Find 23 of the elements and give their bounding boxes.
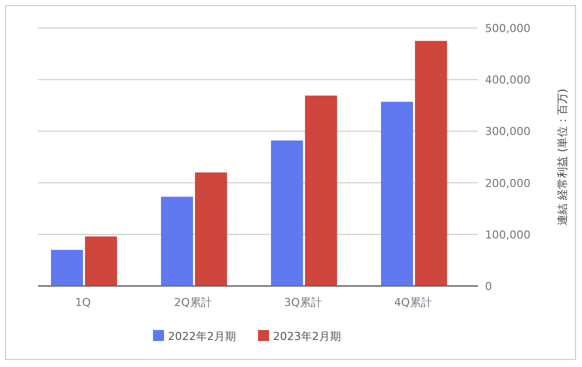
y2-tick-label: 500,000 [485, 22, 530, 35]
y2-tick-label: 400,000 [485, 74, 530, 87]
x-tick-label: 4Q累計 [394, 296, 432, 309]
y2-axis-title: 連結 経常利益 (単位：百万) [556, 88, 569, 226]
legend-label: 2023年2月期 [273, 330, 341, 343]
x-tick-label: 2Q累計 [174, 296, 212, 309]
bar [51, 250, 83, 286]
bar [85, 236, 117, 286]
legend-item: 2022年2月期 [153, 330, 236, 343]
bar [271, 140, 303, 286]
legend-label: 2022年2月期 [168, 330, 236, 343]
x-tick-label: 3Q累計 [284, 296, 322, 309]
bar [381, 102, 413, 286]
y2-tick-label: 200,000 [485, 176, 530, 190]
y2-tick-label: 0 [485, 280, 492, 293]
bar [415, 40, 447, 286]
y2-tick-label: 100,000 [485, 228, 530, 242]
bar [305, 96, 337, 286]
bar [195, 172, 227, 286]
x-tick-label: 1Q [75, 296, 92, 309]
y2-tick-label: 300,000 [485, 125, 530, 138]
bar [161, 196, 193, 286]
legend-item: 2023年2月期 [258, 330, 341, 343]
